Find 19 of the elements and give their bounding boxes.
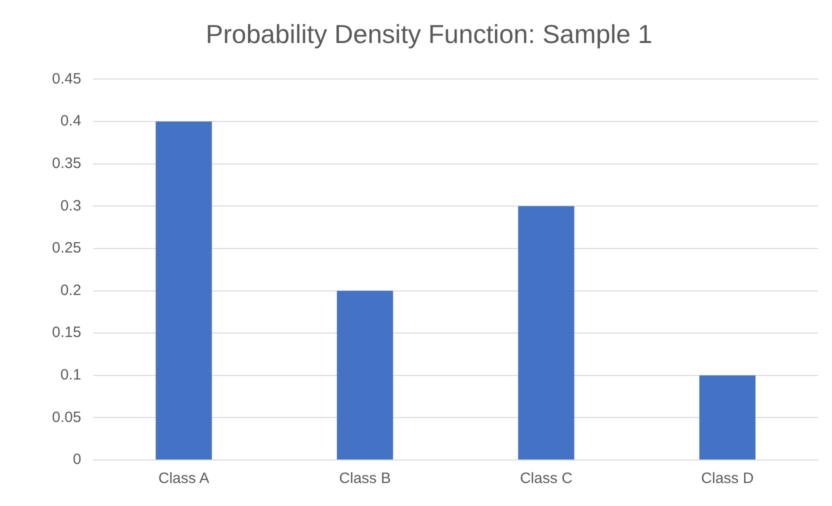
bar (699, 375, 756, 460)
y-tick-label: 0.2 (60, 282, 82, 299)
x-tick-label: Class C (520, 470, 573, 488)
x-tick-label: Class D (701, 470, 754, 488)
y-tick-label: 0.45 (52, 70, 82, 88)
y-tick-label: 0.1 (60, 366, 82, 384)
y-tick-label: 0.3 (60, 197, 82, 214)
bar (156, 122, 212, 460)
chart-title: Probability Density Function: Sample 1 (206, 18, 652, 49)
x-tick-label: Class A (158, 470, 210, 488)
x-tick-label: Class B (339, 470, 391, 488)
y-tick-label: 0 (72, 451, 82, 468)
y-tick-label: 0.4 (60, 112, 82, 130)
y-tick-label: 0.35 (52, 154, 82, 172)
y-tick-label: 0.25 (52, 240, 82, 257)
y-tick-label: 0.05 (52, 408, 82, 426)
bar (336, 290, 394, 460)
bar (518, 206, 574, 460)
y-tick-label: 0.15 (52, 324, 82, 342)
